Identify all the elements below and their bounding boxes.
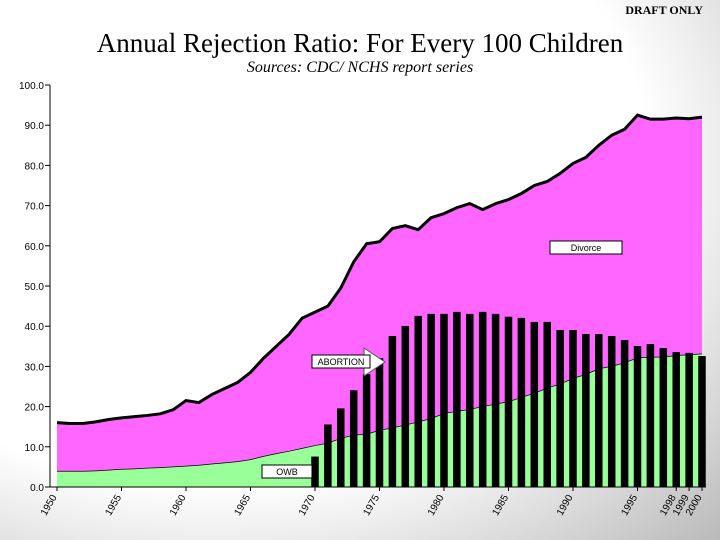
bar	[595, 333, 603, 488]
divorce-label: Divorce	[571, 243, 602, 253]
y-tick-label: 100.0	[19, 81, 44, 92]
bar	[414, 315, 422, 488]
bar	[504, 316, 513, 488]
area	[57, 115, 702, 471]
chart-subtitle: Sources: CDC/ NCHS report series	[247, 59, 473, 76]
bar	[569, 329, 577, 488]
bar	[517, 317, 526, 488]
bar	[349, 390, 358, 488]
bar	[672, 352, 680, 488]
bar	[453, 311, 461, 488]
bar	[401, 325, 410, 488]
y-tick-label: 30.0	[25, 362, 45, 373]
bar	[556, 329, 564, 488]
y-tick-label: 10.0	[25, 443, 45, 454]
bar	[362, 374, 371, 488]
bar	[698, 356, 706, 488]
y-tick-label: 90.0	[25, 121, 45, 132]
bar	[466, 313, 474, 488]
y-tick-label: 70.0	[25, 202, 45, 213]
bar	[685, 352, 693, 488]
y-tick-label: 80.0	[25, 161, 45, 172]
bar	[324, 424, 332, 488]
owb-label: OWB	[276, 467, 298, 477]
bar	[607, 336, 616, 488]
plot-area: 0.0 10.0 20.0 30.0 40.0 50.0 60.0 70.0 80.0 90.0 1…	[19, 81, 706, 518]
owb-box	[261, 464, 313, 479]
bar	[633, 346, 642, 488]
bar	[388, 336, 397, 488]
bar	[646, 344, 655, 488]
bar	[659, 348, 668, 488]
y-tick-label: 0.0	[30, 483, 44, 494]
bar	[311, 456, 319, 488]
bar	[530, 321, 539, 488]
bar	[478, 311, 487, 488]
y-tick-label: 40.0	[25, 322, 45, 333]
bar	[491, 313, 500, 488]
y-tick-label: 60.0	[25, 242, 45, 253]
y-tick-label: 20.0	[25, 403, 45, 414]
divorce-box	[549, 240, 623, 255]
abortion-box	[311, 354, 371, 369]
area-outline	[56, 113, 703, 425]
area	[57, 353, 702, 487]
bar	[620, 340, 629, 488]
bar	[375, 358, 384, 488]
draft-label: DRAFT ONLY	[625, 3, 703, 17]
bar	[427, 313, 435, 488]
bar	[337, 408, 345, 488]
y-tick-label: 50.0	[25, 282, 45, 293]
bar	[440, 313, 448, 488]
bar	[582, 333, 590, 488]
bar	[543, 321, 551, 488]
chart-title: Annual Rejection Ratio: For Every 100 Ch…	[97, 28, 624, 58]
abortion-label: ABORTION	[318, 357, 365, 367]
